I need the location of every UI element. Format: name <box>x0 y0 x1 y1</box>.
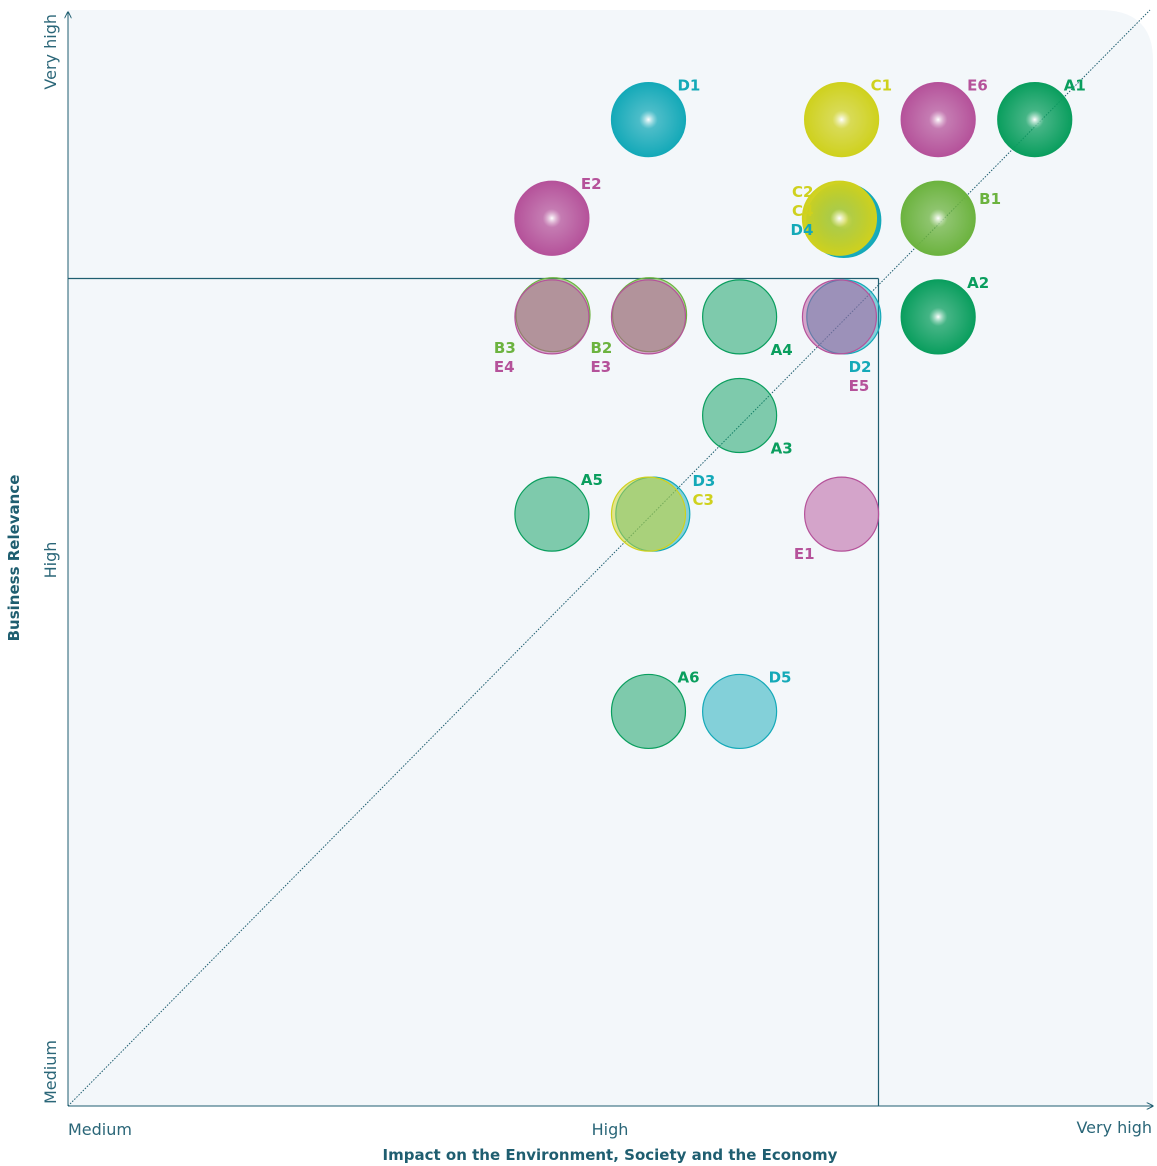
label-a4: A4 <box>771 341 793 359</box>
point-e2 <box>514 180 590 256</box>
label-d5: D5 <box>769 668 792 686</box>
data-points <box>514 81 1073 750</box>
label-d1: D1 <box>677 77 700 95</box>
x-tick-very-high: Very high <box>1076 1118 1152 1137</box>
point-a3 <box>702 377 778 454</box>
stacked-label-e4-1: E4 <box>494 358 515 376</box>
point-d5 <box>702 673 778 750</box>
label-a6: A6 <box>677 668 699 686</box>
y-tick-medium: Medium <box>41 1040 60 1104</box>
y-axis-title: Business Relevance <box>5 475 23 642</box>
point-a6 <box>610 673 687 750</box>
label-a2: A2 <box>967 274 989 292</box>
stacked-label-b3-1: B3 <box>494 339 516 357</box>
stacked-label-e5-3: E5 <box>849 377 870 395</box>
plot-background <box>68 10 1153 1106</box>
y-tick-high: High <box>41 542 60 579</box>
materiality-threshold <box>68 277 880 1106</box>
label-a3: A3 <box>771 440 793 458</box>
label-c1: C1 <box>871 77 892 95</box>
y-tick-very-high: Very high <box>41 14 60 90</box>
point-e6 <box>900 81 976 158</box>
point-c4 <box>801 180 878 256</box>
point-a1 <box>997 81 1073 158</box>
stacked-label-d3-4: D3 <box>692 472 715 490</box>
stacked-label-c3-4: C3 <box>692 491 713 509</box>
label-b1: B1 <box>979 190 1001 208</box>
point-e5 <box>801 279 878 355</box>
stacked-label-e3-2: E3 <box>590 358 611 376</box>
point-c1 <box>804 81 880 158</box>
point-e1 <box>804 476 880 552</box>
label-a1: A1 <box>1064 77 1086 95</box>
stacked-label-c4-0: C4 <box>792 202 813 220</box>
stacked-label-d2-3: D2 <box>849 358 872 376</box>
label-a5: A5 <box>581 471 603 489</box>
point-a5 <box>514 476 590 552</box>
point-a4 <box>702 279 778 355</box>
point-a2 <box>900 279 976 355</box>
x-tick-high: High <box>592 1120 629 1139</box>
point-e4 <box>514 279 590 355</box>
label-e6: E6 <box>967 77 988 95</box>
point-e3 <box>610 279 687 355</box>
point-b1 <box>900 180 976 256</box>
stacked-label-d4-0: D4 <box>791 221 814 239</box>
point-d1 <box>610 81 687 158</box>
stacked-label-b2-2: B2 <box>590 339 612 357</box>
label-e1: E1 <box>794 545 815 563</box>
x-tick-medium: Medium <box>68 1120 132 1139</box>
label-e2: E2 <box>581 175 602 193</box>
stacked-label-c2-0: C2 <box>792 183 813 201</box>
x-axis-title: Impact on the Environment, Society and t… <box>383 1146 838 1164</box>
point-c3 <box>610 476 687 552</box>
